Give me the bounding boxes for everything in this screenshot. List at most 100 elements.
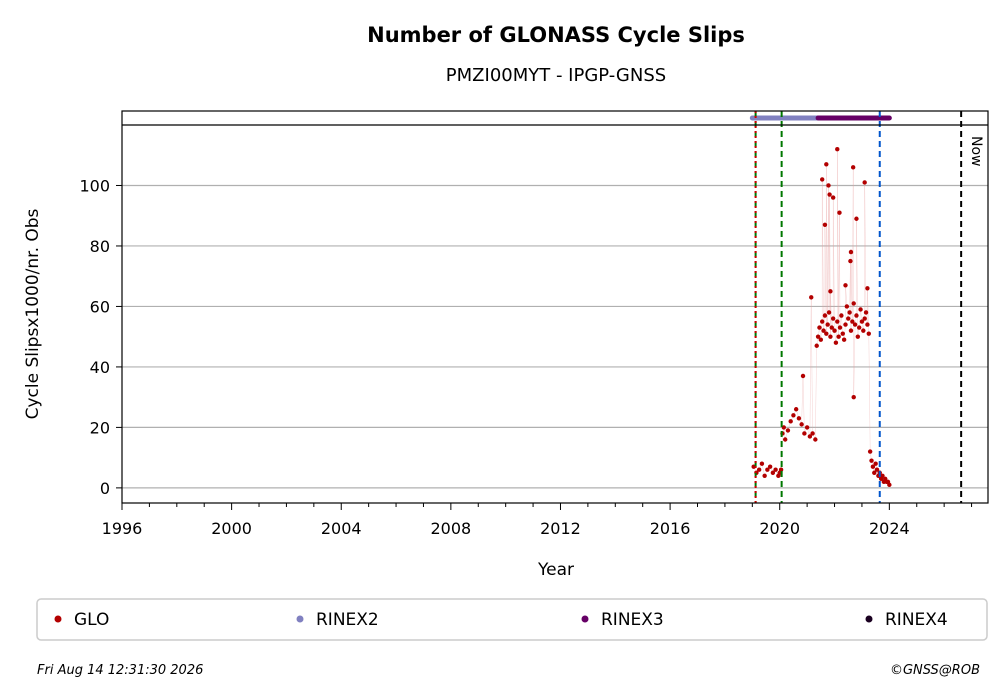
data-point: [862, 180, 867, 185]
data-point: [821, 328, 826, 333]
data-point: [854, 216, 859, 221]
data-point: [822, 313, 828, 318]
footer-timestamp: Fri Aug 14 12:31:30 2026: [37, 663, 203, 678]
data-point: [847, 310, 852, 315]
data-point: [861, 328, 866, 333]
data-point: [815, 334, 821, 339]
data-point: [840, 331, 845, 336]
data-point: [859, 319, 865, 324]
data-point: [788, 419, 793, 424]
plot-frame: [121, 110, 989, 504]
axes: 0 20 40 60 80 100 1996 2000 2004 2008 2012 2016 2020…: [79, 176, 973, 538]
data-point: [818, 337, 824, 342]
legend-label-rinex2: RINEX2: [316, 610, 379, 630]
data-point: [854, 313, 859, 318]
data-point: [791, 413, 796, 418]
x-tick-label: 2008: [431, 519, 472, 538]
data-point: [858, 307, 863, 312]
data-point: [804, 425, 810, 430]
legend: GLO RINEX2 RINEX3 RINEX4: [36, 598, 988, 641]
footer-credit: ©GNSS@ROB: [890, 663, 980, 678]
data-point: [785, 428, 791, 433]
data-point: [767, 464, 773, 469]
data-point: [887, 482, 892, 488]
data-point: [856, 325, 862, 330]
data-point: [822, 222, 828, 227]
chart-subtitle: PMZI00MYT - IPGP-GNSS: [446, 65, 666, 86]
grid-lines: [122, 184, 988, 489]
x-tick-label: 2020: [759, 519, 800, 538]
y-tick-label: 100: [79, 176, 110, 195]
x-tick-label: 2024: [869, 519, 910, 538]
data-point: [865, 322, 870, 327]
x-axis-label: Year: [537, 560, 574, 580]
chart-title: Number of GLONASS Cycle Slips: [367, 23, 745, 47]
data-point: [841, 337, 847, 342]
legend-label-rinex3: RINEX3: [601, 610, 664, 630]
data-point: [793, 407, 799, 412]
y-axis-label: Cycle Slipsx1000/nr. Obs: [23, 208, 43, 419]
legend-label-glo: GLO: [74, 610, 109, 630]
data-point: [756, 467, 762, 472]
data-point: [862, 316, 867, 321]
data-point: [800, 373, 806, 379]
data-point: [843, 283, 848, 288]
data-point: [869, 458, 874, 463]
data-point: [846, 316, 851, 321]
data-point: [802, 431, 807, 436]
data-point: [848, 249, 854, 255]
data-point: [872, 470, 877, 475]
data-point: [783, 437, 788, 442]
data-point: [826, 183, 831, 188]
data-point: [851, 301, 856, 306]
data-point: [773, 467, 778, 472]
data-point: [829, 325, 834, 330]
data-point: [765, 467, 770, 472]
data-point: [824, 162, 829, 167]
data-point: [837, 325, 843, 330]
data-point: [863, 310, 869, 315]
data-point: [835, 319, 840, 324]
y-tick-label: 20: [90, 418, 110, 437]
data-point: [759, 461, 765, 466]
legend-marker-glo: [54, 615, 62, 623]
data-point: [826, 310, 832, 315]
data-point: [824, 331, 829, 336]
data-point: [814, 343, 819, 348]
legend-marker-rinex3: [581, 615, 589, 623]
data-point: [880, 473, 885, 478]
data-point: [817, 325, 822, 330]
data-point: [855, 334, 861, 339]
data-point: [844, 304, 850, 309]
data-point: [807, 434, 813, 439]
data-point: [833, 340, 839, 345]
data-point: [828, 289, 833, 294]
data-points: [751, 146, 892, 488]
y-tick-label: 40: [90, 358, 110, 377]
data-point: [836, 334, 841, 339]
x-tick-label: 2012: [540, 519, 581, 538]
data-point: [819, 177, 825, 182]
data-point: [778, 467, 784, 472]
y-tick-label: 0: [100, 479, 110, 498]
data-point: [827, 192, 832, 197]
series-trace: [753, 149, 890, 485]
x-tick-label: 2004: [321, 519, 362, 538]
data-point: [848, 328, 854, 333]
data-point: [865, 286, 870, 291]
y-tick-label: 80: [90, 237, 110, 256]
x-tick-label: 2000: [211, 519, 252, 538]
data-point: [835, 146, 840, 152]
data-point: [867, 449, 873, 454]
event-lines: Now: [754, 111, 984, 503]
data-point: [874, 467, 880, 472]
legend-frame: [36, 598, 988, 641]
data-point: [825, 322, 830, 327]
now-label: Now: [968, 136, 984, 167]
data-point: [873, 461, 878, 466]
data-point: [850, 319, 855, 324]
data-point: [813, 437, 818, 442]
data-point: [850, 165, 856, 170]
data-point: [848, 258, 853, 264]
